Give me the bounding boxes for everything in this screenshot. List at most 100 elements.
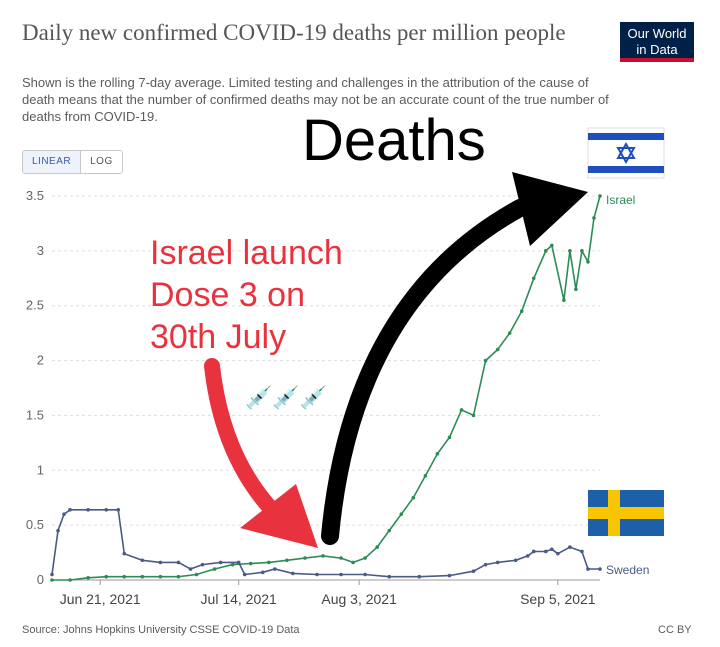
data-point-israel[interactable] bbox=[399, 512, 404, 516]
y-tick-label: 0.5 bbox=[26, 517, 44, 532]
data-point-israel[interactable] bbox=[531, 276, 536, 281]
data-point-sweden[interactable] bbox=[417, 574, 422, 579]
data-point-israel[interactable] bbox=[176, 574, 181, 579]
data-point-israel[interactable] bbox=[351, 560, 355, 565]
data-point-israel[interactable] bbox=[122, 574, 127, 579]
data-point-sweden[interactable] bbox=[62, 512, 66, 516]
data-point-sweden[interactable] bbox=[122, 551, 127, 556]
data-point-sweden[interactable] bbox=[387, 574, 392, 579]
data-point-israel[interactable] bbox=[550, 243, 554, 248]
deaths-annotation: Deaths bbox=[302, 108, 486, 173]
data-point-sweden[interactable] bbox=[363, 572, 367, 577]
log-scale-button[interactable]: LOG bbox=[81, 151, 122, 173]
sweden-flag-icon bbox=[588, 490, 664, 536]
data-point-sweden[interactable] bbox=[188, 567, 193, 571]
data-point-israel[interactable] bbox=[580, 249, 584, 253]
data-point-israel[interactable] bbox=[574, 287, 578, 292]
data-point-israel[interactable] bbox=[266, 560, 271, 565]
data-point-sweden[interactable] bbox=[176, 560, 181, 565]
data-point-israel[interactable] bbox=[423, 473, 428, 478]
data-point-israel[interactable] bbox=[519, 309, 524, 314]
series-label-sweden: Sweden bbox=[606, 563, 649, 577]
data-point-israel[interactable] bbox=[411, 495, 416, 500]
data-point-israel[interactable] bbox=[86, 576, 90, 580]
data-point-israel[interactable] bbox=[339, 556, 343, 560]
data-point-sweden[interactable] bbox=[483, 562, 488, 567]
data-point-israel[interactable] bbox=[303, 556, 307, 560]
data-point-israel[interactable] bbox=[248, 561, 253, 566]
data-point-israel[interactable] bbox=[495, 347, 500, 352]
data-point-sweden[interactable] bbox=[513, 558, 518, 563]
our-world-in-data-logo[interactable]: Our World in Data bbox=[620, 22, 694, 62]
data-point-sweden[interactable] bbox=[544, 549, 548, 554]
data-point-sweden[interactable] bbox=[586, 567, 590, 571]
data-point-sweden[interactable] bbox=[315, 572, 319, 577]
data-point-israel[interactable] bbox=[544, 249, 548, 253]
data-point-israel[interactable] bbox=[50, 578, 54, 582]
data-point-israel[interactable] bbox=[562, 298, 566, 303]
data-point-sweden[interactable] bbox=[495, 560, 500, 565]
data-point-sweden[interactable] bbox=[140, 558, 145, 563]
data-point-israel[interactable] bbox=[507, 331, 512, 335]
data-point-sweden[interactable] bbox=[273, 567, 277, 571]
y-tick-label: 2.5 bbox=[26, 298, 44, 313]
data-point-israel[interactable] bbox=[592, 216, 596, 220]
data-point-sweden[interactable] bbox=[242, 572, 247, 577]
data-point-sweden[interactable] bbox=[68, 507, 72, 512]
data-point-sweden[interactable] bbox=[236, 560, 241, 565]
data-point-sweden[interactable] bbox=[580, 549, 584, 554]
data-point-israel[interactable] bbox=[447, 435, 452, 440]
data-point-sweden[interactable] bbox=[104, 507, 108, 512]
data-point-israel[interactable] bbox=[598, 194, 602, 198]
data-point-israel[interactable] bbox=[387, 528, 392, 533]
data-point-israel[interactable] bbox=[230, 562, 235, 567]
data-point-sweden[interactable] bbox=[339, 572, 343, 577]
scale-toggle: LINEAR LOG bbox=[22, 150, 123, 174]
data-point-sweden[interactable] bbox=[200, 562, 205, 567]
source-link[interactable]: Source: Johns Hopkins University CSSE CO… bbox=[22, 624, 300, 636]
data-point-israel[interactable] bbox=[68, 578, 72, 582]
data-point-sweden[interactable] bbox=[158, 560, 163, 565]
data-point-sweden[interactable] bbox=[291, 571, 295, 576]
data-point-sweden[interactable] bbox=[260, 570, 265, 575]
data-point-israel[interactable] bbox=[158, 574, 163, 579]
linear-scale-button[interactable]: LINEAR bbox=[23, 151, 82, 173]
annotation-line-3: 30th July bbox=[150, 318, 287, 356]
data-point-sweden[interactable] bbox=[447, 573, 452, 578]
data-point-israel[interactable] bbox=[459, 408, 464, 412]
data-point-israel[interactable] bbox=[140, 574, 145, 579]
series-line-sweden[interactable] bbox=[51, 508, 600, 578]
license-link[interactable]: CC BY bbox=[658, 624, 692, 636]
chart-title: Daily new confirmed COVID-19 deaths per … bbox=[22, 20, 566, 45]
data-point-israel[interactable] bbox=[375, 545, 379, 549]
data-point-israel[interactable] bbox=[285, 558, 289, 563]
data-point-sweden[interactable] bbox=[556, 551, 560, 556]
data-point-israel[interactable] bbox=[321, 554, 325, 558]
y-tick-label: 3 bbox=[37, 243, 44, 258]
data-point-sweden[interactable] bbox=[531, 549, 536, 554]
data-point-israel[interactable] bbox=[483, 358, 488, 363]
data-point-sweden[interactable] bbox=[471, 569, 476, 574]
data-point-israel[interactable] bbox=[104, 574, 108, 579]
data-point-israel[interactable] bbox=[363, 556, 367, 560]
data-point-sweden[interactable] bbox=[50, 572, 54, 577]
data-point-sweden[interactable] bbox=[598, 567, 602, 571]
data-point-sweden[interactable] bbox=[56, 528, 60, 533]
data-point-sweden[interactable] bbox=[550, 547, 554, 552]
data-point-israel[interactable] bbox=[212, 567, 217, 571]
data-point-sweden[interactable] bbox=[116, 507, 121, 512]
data-point-israel[interactable] bbox=[471, 413, 476, 418]
data-point-israel[interactable] bbox=[586, 260, 590, 264]
data-point-israel[interactable] bbox=[435, 452, 440, 456]
series-label-israel: Israel bbox=[606, 193, 635, 207]
series-line-israel[interactable] bbox=[52, 195, 601, 581]
data-point-sweden[interactable] bbox=[218, 560, 223, 565]
chart-subtitle: Shown is the rolling 7-day average. Limi… bbox=[22, 75, 609, 124]
data-point-israel[interactable] bbox=[568, 249, 572, 253]
data-point-sweden[interactable] bbox=[568, 545, 572, 549]
black-arrow-icon bbox=[321, 172, 588, 545]
data-point-israel[interactable] bbox=[194, 572, 199, 577]
data-point-sweden[interactable] bbox=[525, 554, 530, 558]
x-tick-label: Jun 21, 2021 bbox=[60, 591, 141, 607]
data-point-sweden[interactable] bbox=[86, 507, 90, 512]
